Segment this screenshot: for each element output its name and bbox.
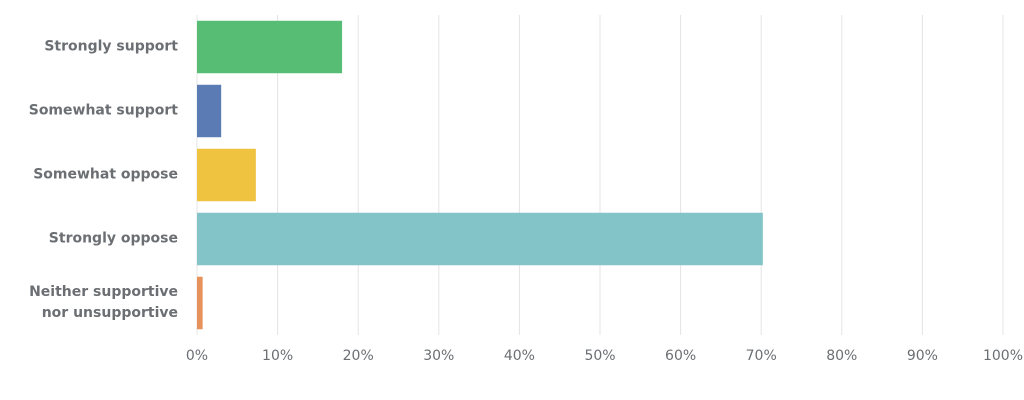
bar [197, 148, 256, 202]
bar [197, 84, 222, 138]
y-tick-label: Somewhat support [28, 102, 178, 119]
bar [197, 20, 343, 74]
x-tick-label: 80% [826, 348, 857, 364]
x-tick-label: 20% [343, 348, 374, 364]
y-tick-label: Strongly oppose [48, 230, 178, 247]
x-tick-label: 90% [907, 348, 938, 364]
x-tick-label: 70% [746, 348, 777, 364]
bar [197, 276, 203, 330]
x-tick-label: 30% [423, 348, 454, 364]
x-tick-label: 100% [983, 348, 1023, 364]
bar [197, 212, 763, 266]
x-tick-label: 10% [262, 348, 293, 364]
x-tick-label: 50% [584, 348, 615, 364]
y-tick-label: Neither supportive nor unsupportive [29, 284, 178, 321]
y-tick-label: Strongly support [44, 38, 178, 55]
y-tick-label: Somewhat oppose [33, 166, 178, 183]
x-tick-label: 60% [665, 348, 696, 364]
x-tick-label: 40% [504, 348, 535, 364]
x-tick-label: 0% [186, 348, 208, 364]
